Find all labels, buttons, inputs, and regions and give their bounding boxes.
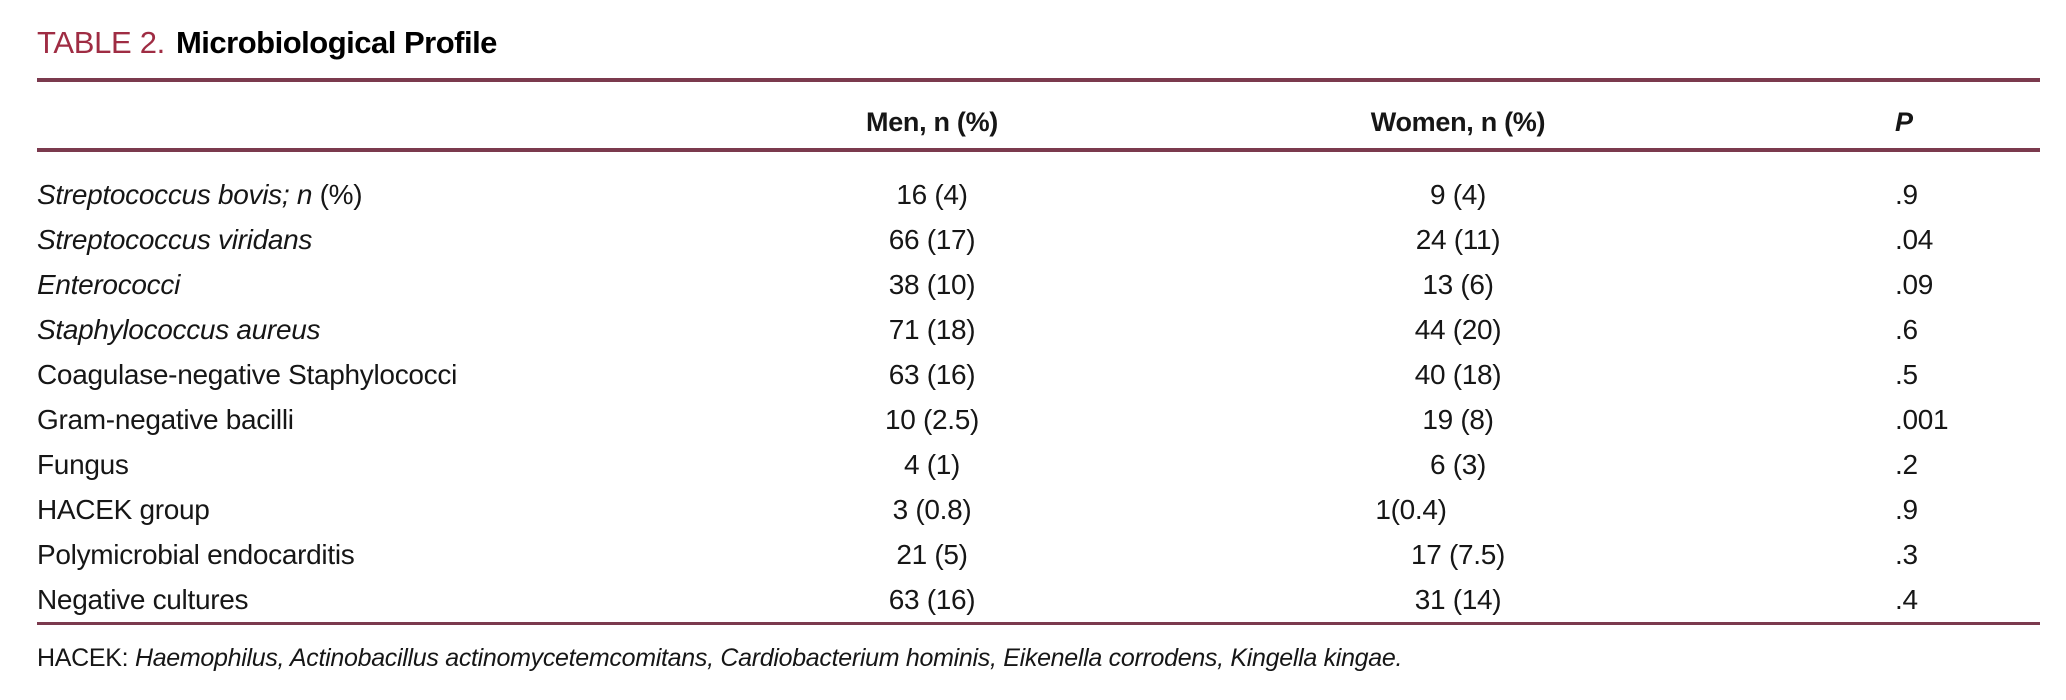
- cell-men-value: 4 (1): [903, 449, 961, 480]
- row-label-regular: Coagulase-negative Staphylococci: [37, 359, 457, 390]
- cell-women-value: 40 (18): [1414, 359, 1502, 390]
- table-row: Fungus 4 (1) 6 (3) .2: [0, 442, 2066, 487]
- table-number: TABLE 2.: [37, 25, 165, 60]
- table-body: Streptococcus bovis; n (%) 16 (4) 9 (4) .9 S…: [0, 172, 2066, 622]
- cell-women-value: 17 (7.5): [1410, 539, 1506, 570]
- cell-men-value: 38 (10): [888, 269, 976, 300]
- row-label-italic: Staphylococcus aureus: [37, 314, 321, 345]
- table-row: HACEK group 3 (0.8) 1(0.4) .9: [0, 487, 2066, 532]
- table-row: Streptococcus viridans 66 (17) 24 (11) .04: [0, 217, 2066, 262]
- cell-men-value: 63 (16): [888, 584, 976, 615]
- row-label: Gram-negative bacilli: [37, 397, 717, 442]
- table-name: Microbiological Profile: [175, 25, 497, 60]
- cell-women-value: 24 (11): [1415, 224, 1501, 255]
- table-footnote: HACEK: Haemophilus, Actinobacillus actin…: [37, 642, 1402, 674]
- footnote-abbreviation: HACEK:: [37, 644, 135, 672]
- row-label: Streptococcus bovis; n (%): [37, 172, 717, 217]
- row-label: HACEK group: [37, 487, 717, 532]
- row-label: Fungus: [37, 442, 717, 487]
- table-row: Coagulase-negative Staphylococci 63 (16) 4…: [0, 352, 2066, 397]
- cell-men-value: 71 (18): [888, 314, 976, 345]
- row-label-regular: HACEK group: [37, 494, 210, 525]
- row-label: Staphylococcus aureus: [37, 307, 717, 352]
- row-label-regular: (%): [312, 179, 363, 210]
- cell-women-value: 19 (8): [1422, 404, 1494, 435]
- cell-p-value: .2: [1895, 449, 1918, 480]
- row-label-italic: Streptococcus viridans: [37, 224, 313, 255]
- cell-men-value: 66 (17): [888, 224, 976, 255]
- table-row: Polymicrobial endocarditis 21 (5) 17 (7.5)…: [0, 532, 2066, 577]
- table-row: Staphylococcus aureus 71 (18) 44 (20) .6: [0, 307, 2066, 352]
- row-label-regular: Gram-negative bacilli: [37, 404, 294, 435]
- divider-header: [37, 148, 2040, 152]
- cell-men-value: 10 (2.5): [884, 404, 980, 435]
- cell-p-value: .04: [1895, 224, 1934, 255]
- cell-men-value: 16 (4): [896, 179, 968, 210]
- cell-men-value: 63 (16): [888, 359, 976, 390]
- row-label-regular: Fungus: [37, 449, 129, 480]
- footnote-species-list: Haemophilus, Actinobacillus actinomycete…: [134, 644, 1403, 672]
- cell-p-value: .9: [1895, 494, 1918, 525]
- row-label: Negative cultures: [37, 577, 717, 622]
- cell-men-value: 3 (0.8): [892, 494, 972, 525]
- column-header-men: Men, n (%): [866, 107, 998, 137]
- table-title: TABLE 2. Microbiological Profile: [37, 26, 497, 60]
- cell-women-value: 31 (14): [1414, 584, 1502, 615]
- table-row: Negative cultures 63 (16) 31 (14) .4: [0, 577, 2066, 622]
- cell-women-value: 9 (4): [1429, 179, 1487, 210]
- cell-women-value: 6 (3): [1429, 449, 1487, 480]
- row-label-italic: Streptococcus bovis; n: [37, 179, 313, 210]
- cell-p-value: .5: [1895, 359, 1918, 390]
- cell-p-value: .4: [1895, 584, 1918, 615]
- cell-women-value: 13 (6): [1422, 269, 1494, 300]
- table-row: Streptococcus bovis; n (%) 16 (4) 9 (4) .9: [0, 172, 2066, 217]
- divider-top: [37, 78, 2040, 82]
- cell-p-value: .09: [1895, 269, 1934, 300]
- row-label-regular: Polymicrobial endocarditis: [37, 539, 355, 570]
- row-label-italic: Enterococci: [37, 269, 180, 300]
- table-row: Enterococci 38 (10) 13 (6) .09: [0, 262, 2066, 307]
- cell-p-value: .001: [1895, 404, 1949, 435]
- row-label: Enterococci: [37, 262, 717, 307]
- column-header-p-value: P: [1895, 107, 1913, 137]
- row-label: Coagulase-negative Staphylococci: [37, 352, 717, 397]
- divider-bottom: [37, 622, 2040, 625]
- cell-p-value: .9: [1895, 179, 1918, 210]
- cell-p-value: .3: [1895, 539, 1918, 570]
- cell-p-value: .6: [1895, 314, 1918, 345]
- cell-women-value: 44 (20): [1414, 314, 1502, 345]
- cell-women-value: 1(0.4): [1375, 494, 1447, 525]
- row-label: Polymicrobial endocarditis: [37, 532, 717, 577]
- row-label-regular: Negative cultures: [37, 584, 249, 615]
- row-label: Streptococcus viridans: [37, 217, 717, 262]
- column-header-women: Women, n (%): [1370, 107, 1546, 137]
- table-header-row: Men, n (%) Women, n (%) P: [0, 96, 2066, 148]
- cell-men-value: 21 (5): [896, 539, 968, 570]
- table-row: Gram-negative bacilli 10 (2.5) 19 (8) .001: [0, 397, 2066, 442]
